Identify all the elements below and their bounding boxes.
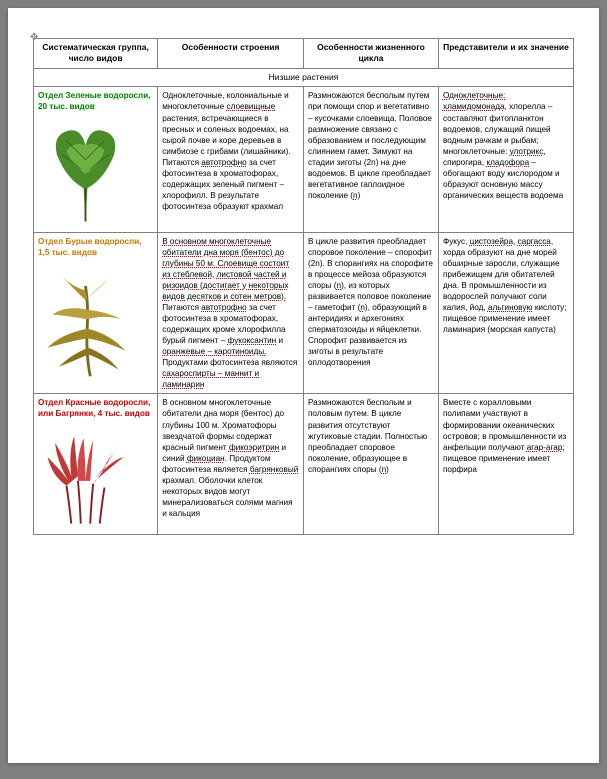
group-title: Отдел Красные водоросли, или Багрянки, 4… [38,397,153,419]
lifecycle-cell: В цикле развития преобладает споровое по… [303,232,438,394]
group-cell: Отдел Бурые водоросли, 1,5 тыс. видов [34,232,158,394]
structure-cell: В основном многоклеточные обитатели дна … [158,232,304,394]
header-row: Систематическая группа, число видов Особ… [34,39,574,69]
reps-cell: Вместе с коралловыми полипами участвуют … [438,394,573,534]
group-cell: Отдел Красные водоросли, или Багрянки, 4… [34,394,158,534]
green-algae-icon [38,119,133,229]
header-col1: Систематическая группа, число видов [34,39,158,69]
lifecycle-cell: Размножаются бесполым путем при помощи с… [303,87,438,232]
table-row: Отдел Зеленые водоросли, 20 тыс. видов О… [34,87,574,232]
lifecycle-cell: Размножаются бесполым и половым путем. В… [303,394,438,534]
section-title: Низшие растения [34,68,574,86]
table-row: Отдел Красные водоросли, или Багрянки, 4… [34,394,574,534]
header-col3: Особенности жизненного цикла [303,39,438,69]
section-row: Низшие растения [34,68,574,86]
document-page: ✥ Систематическая группа, число видов Ос… [8,8,599,763]
brown-algae-icon [38,264,133,384]
structure-cell: Одноклеточные, колониальные и многоклето… [158,87,304,232]
reps-cell: Фукус, цистозейра, саргасса, хорда образ… [438,232,573,394]
algae-table: Систематическая группа, число видов Особ… [33,38,574,535]
red-algae-icon [38,426,133,531]
structure-cell: В основном многоклеточные обитатели дна … [158,394,304,534]
group-title: Отдел Бурые водоросли, 1,5 тыс. видов [38,236,153,258]
group-title: Отдел Зеленые водоросли, 20 тыс. видов [38,90,153,112]
header-col2: Особенности строения [158,39,304,69]
header-col4: Представители и их значение [438,39,573,69]
reps-cell: Одноклеточные: хламидомонада, хлорелла –… [438,87,573,232]
table-body: Низшие растения Отдел Зеленые водоросли,… [34,68,574,534]
table-anchor-icon: ✥ [30,32,38,43]
table-row: Отдел Бурые водоросли, 1,5 тыс. видов В … [34,232,574,394]
group-cell: Отдел Зеленые водоросли, 20 тыс. видов [34,87,158,232]
